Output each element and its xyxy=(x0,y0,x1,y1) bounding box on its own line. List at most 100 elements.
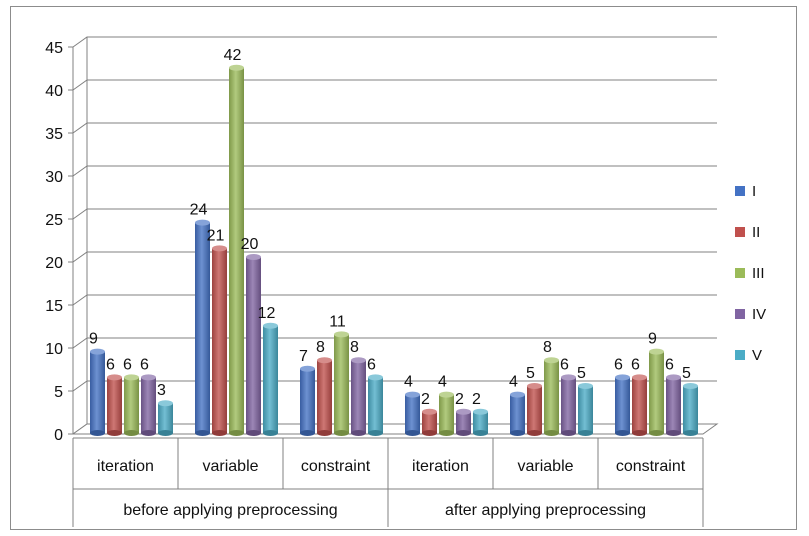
bar-top xyxy=(334,331,349,338)
bar-body xyxy=(683,386,698,433)
bar-base xyxy=(510,430,525,436)
legend-label: I xyxy=(752,183,756,200)
bar-IV-3 xyxy=(456,408,471,436)
category-axis: iteration variable constraint iteration vari… xyxy=(72,437,704,527)
bar-body xyxy=(422,411,437,433)
bar-base xyxy=(246,430,261,436)
y-tick-label: 15 xyxy=(45,298,63,315)
bar-I-5 xyxy=(615,374,630,436)
bar-top xyxy=(473,408,488,415)
gridline xyxy=(72,337,717,349)
legend-swatch xyxy=(735,227,745,237)
data-label: 6 xyxy=(614,356,623,373)
bar-top xyxy=(212,245,227,252)
group-label: before applying preprocessing xyxy=(123,502,337,519)
bar-body xyxy=(368,377,383,433)
bar-top xyxy=(195,219,210,226)
data-label: 2 xyxy=(421,391,430,408)
legend-item-I: I xyxy=(735,183,756,200)
bar-top xyxy=(90,348,105,355)
bar-base xyxy=(263,430,278,436)
bar-top xyxy=(368,374,383,381)
bar-base xyxy=(527,430,542,436)
data-label: 21 xyxy=(207,227,225,244)
legend-item-III: III xyxy=(735,265,765,282)
bar-base xyxy=(124,430,139,436)
data-label: 2 xyxy=(472,391,481,408)
y-tick-label: 0 xyxy=(54,427,63,444)
bar-base xyxy=(195,430,210,436)
bar-body xyxy=(158,403,173,433)
legend-item-V: V xyxy=(735,347,762,364)
bar-V-5 xyxy=(683,383,698,436)
bar-top xyxy=(666,374,681,381)
data-label: 20 xyxy=(241,236,259,253)
bar-base xyxy=(317,430,332,436)
y-tick-label: 40 xyxy=(45,83,63,100)
legend-label: IV xyxy=(752,306,766,323)
chart-frame: 0 5 10 15 20 25 30 35 40 45 9 6 6 6 3 24 21 42 20 12 7 8 11 8 6… xyxy=(10,6,797,530)
grid-lines xyxy=(71,36,719,435)
gridline xyxy=(72,79,717,91)
bar-top xyxy=(683,383,698,389)
data-label: 42 xyxy=(224,47,242,64)
data-label: 5 xyxy=(526,365,535,382)
bar-III-0 xyxy=(124,374,139,436)
category-label: iteration xyxy=(97,458,154,475)
y-axis: 0 5 10 15 20 25 30 35 40 45 xyxy=(45,40,74,444)
bar-top xyxy=(632,374,647,381)
bar-top xyxy=(649,348,664,355)
legend-item-IV: IV xyxy=(735,306,766,323)
data-label: 6 xyxy=(123,356,132,373)
bar-base xyxy=(666,430,681,436)
data-label: 6 xyxy=(140,356,149,373)
bar-V-2 xyxy=(368,374,383,436)
bar-III-2 xyxy=(334,331,349,436)
category-label: constraint xyxy=(301,458,371,475)
bar-V-0 xyxy=(158,400,173,436)
bar-top xyxy=(561,374,576,381)
bar-base xyxy=(368,430,383,436)
bar-body xyxy=(263,325,278,433)
bar-top xyxy=(351,357,366,364)
bar-top xyxy=(300,365,315,372)
data-label: 6 xyxy=(367,356,376,373)
bar-IV-0 xyxy=(141,374,156,436)
bar-body xyxy=(615,377,630,433)
data-label: 8 xyxy=(316,339,325,356)
bar-base xyxy=(422,430,437,436)
bar-body xyxy=(666,377,681,433)
y-tick-label: 35 xyxy=(45,126,63,143)
y-tick-label: 10 xyxy=(45,341,63,358)
bar-IV-4 xyxy=(561,374,576,436)
data-label: 5 xyxy=(577,365,586,382)
bar-base xyxy=(649,430,664,436)
bar-I-3 xyxy=(405,391,420,436)
bar-I-4 xyxy=(510,391,525,436)
data-label: 5 xyxy=(682,365,691,382)
bar-body xyxy=(456,411,471,433)
bar-V-3 xyxy=(473,408,488,436)
bar-body xyxy=(527,386,542,433)
bar-II-4 xyxy=(527,383,542,436)
bar-II-0 xyxy=(107,374,122,436)
y-tick-label: 25 xyxy=(45,212,63,229)
bar-base xyxy=(683,430,698,436)
bar-I-0 xyxy=(90,348,105,436)
bar-base xyxy=(632,430,647,436)
bar-body xyxy=(141,377,156,433)
bar-top xyxy=(439,391,454,398)
bar-body xyxy=(561,377,576,433)
bar-IV-5 xyxy=(666,374,681,436)
y-tick-label: 45 xyxy=(45,40,63,57)
category-label: constraint xyxy=(616,458,686,475)
bar-body xyxy=(351,360,366,433)
bar-base xyxy=(544,430,559,436)
bar-base xyxy=(456,430,471,436)
legend-label: V xyxy=(752,347,762,364)
bar-V-1 xyxy=(263,322,278,436)
data-label: 3 xyxy=(157,382,166,399)
data-label: 7 xyxy=(299,348,308,365)
